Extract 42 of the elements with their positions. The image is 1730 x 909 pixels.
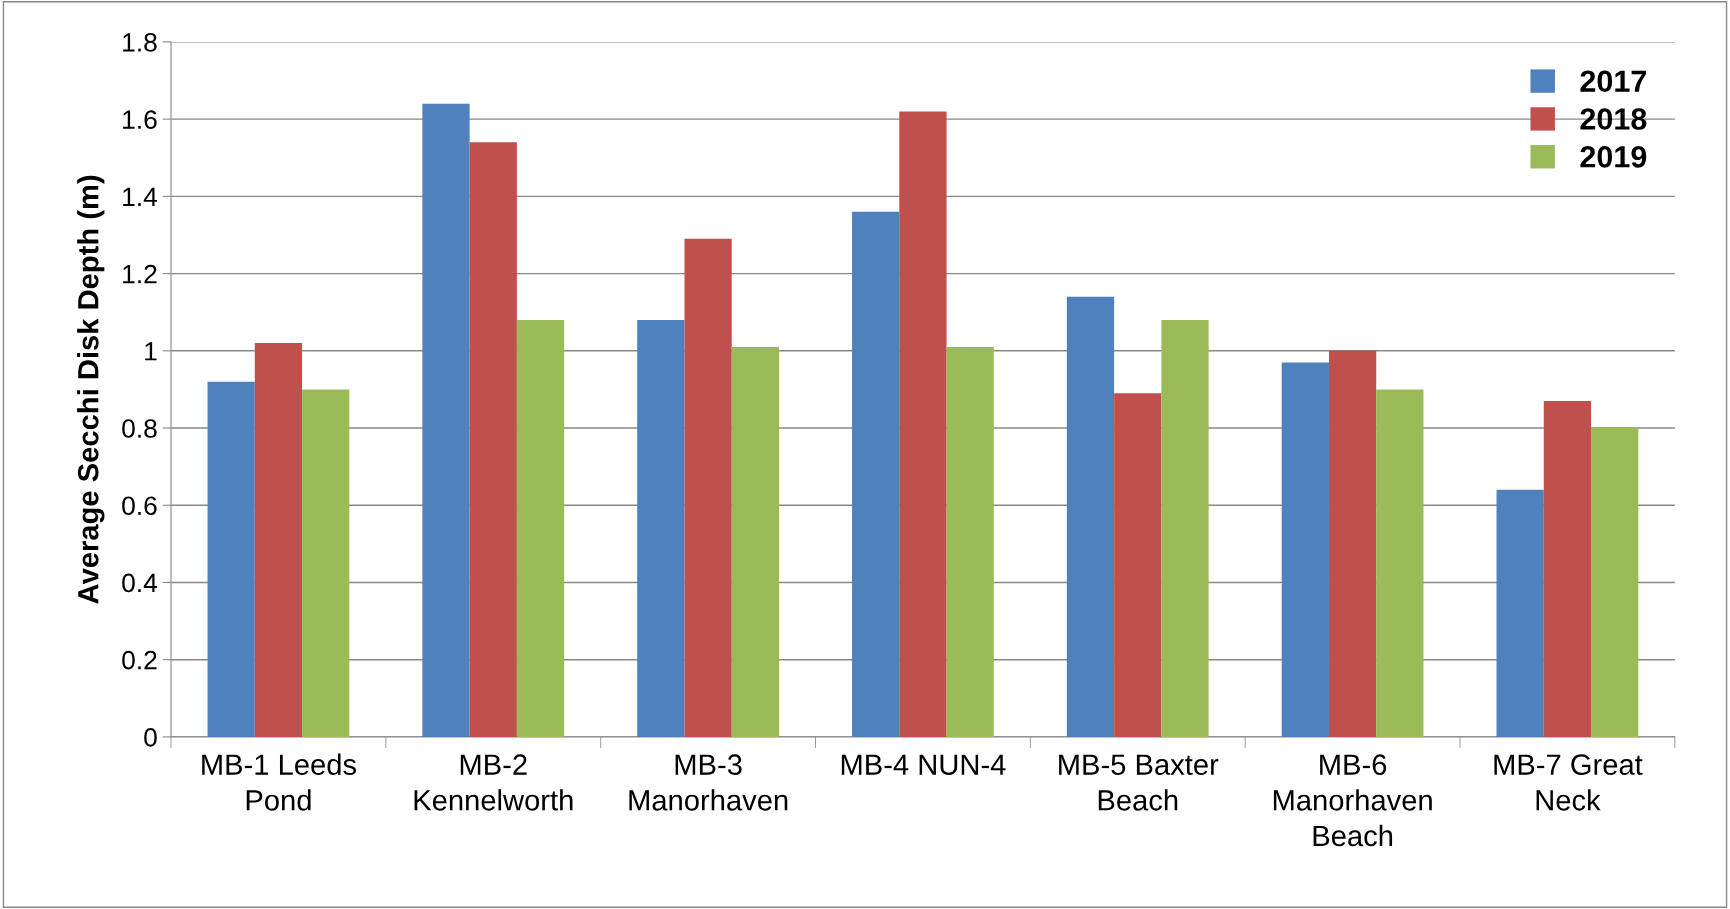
y-tick-label: 0.2 (122, 650, 157, 670)
bar (469, 142, 517, 737)
x-tick-label: MB-1 Leeds Pond (202, 753, 357, 811)
bar (1496, 489, 1544, 737)
y-tick-label: 1.6 (123, 110, 157, 129)
bar (731, 346, 779, 737)
bar (516, 319, 565, 737)
bar (1066, 296, 1115, 737)
bar (684, 238, 732, 737)
bar (254, 343, 303, 737)
legend-label: 2018 (1580, 108, 1647, 130)
y-tick-label: 1.8 (123, 33, 157, 52)
x-tick-label: MB-2 Kennelworth (414, 754, 573, 811)
legend-label: 2017 (1580, 70, 1646, 93)
y-axis-title: Average Secchi Disk Depth (m) (77, 175, 105, 604)
y-tick-label: 0.8 (122, 419, 157, 438)
x-tick-label: MB-6 Manorhaven Beach (1273, 754, 1432, 847)
bar (637, 319, 685, 737)
bar (1591, 428, 1639, 737)
x-tick-label: MB-3 Manorhaven (629, 754, 788, 811)
y-tick-label: 0 (144, 728, 157, 747)
bar (899, 111, 947, 737)
x-tick-label: MB-7 Great Neck (1494, 754, 1643, 811)
bar (1161, 319, 1209, 737)
bar (1376, 389, 1424, 737)
legend-label: 2019 (1580, 146, 1647, 168)
y-tick-label: 1.2 (123, 264, 157, 284)
bar (207, 381, 255, 737)
x-tick-label: MB-5 Baxter Beach (1059, 754, 1219, 811)
x-tick-label: MB-4 NUN-4 (841, 754, 1006, 775)
bar (946, 346, 994, 737)
bar (302, 389, 350, 737)
bar (852, 211, 900, 737)
bar (1281, 362, 1329, 737)
bar (422, 103, 470, 737)
bar (1328, 350, 1377, 737)
y-tick-label: 1.4 (123, 187, 158, 206)
y-tick-label: 0.6 (122, 496, 157, 516)
bar (1114, 393, 1162, 737)
y-tick-label: 0.4 (122, 573, 158, 593)
bar (1543, 401, 1592, 737)
y-tick-label: 1 (145, 342, 157, 361)
